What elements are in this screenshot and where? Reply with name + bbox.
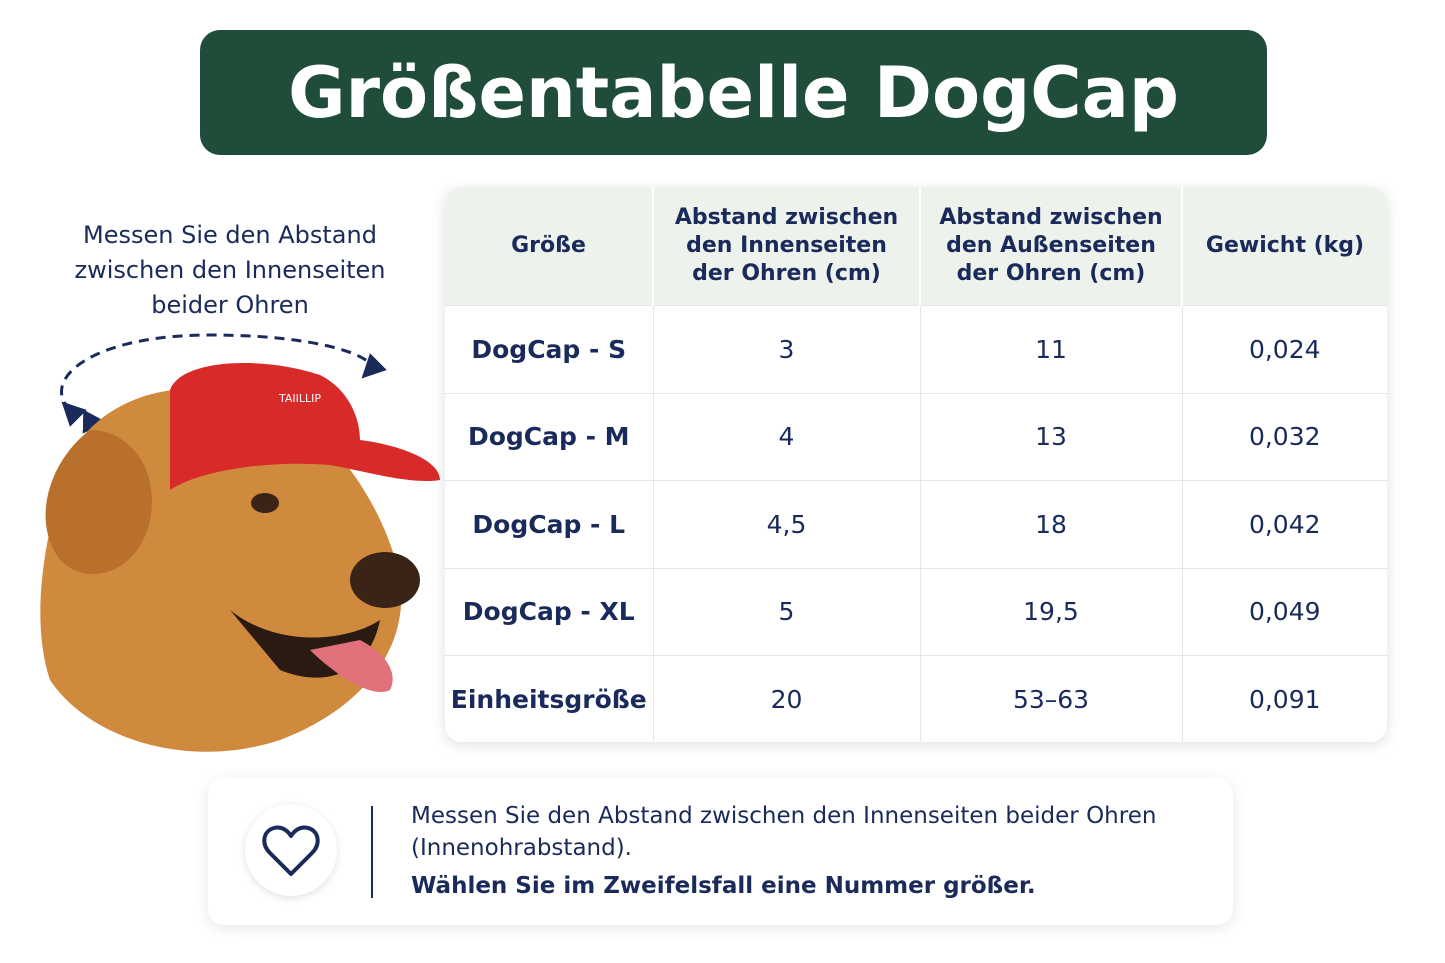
table-cell: 53–63 xyxy=(920,655,1183,742)
size-name: DogCap - L xyxy=(445,480,654,569)
size-table-card: Größe Abstand zwischen den Innenseiten der … xyxy=(445,187,1387,742)
header-cell: Abstand zwischen den Innenseiten der Ohren… xyxy=(653,187,921,306)
size-name: DogCap - XL xyxy=(445,567,654,656)
table-cell: 4 xyxy=(653,392,921,481)
note-box: Messen Sie den Abstand zwischen den Inne… xyxy=(208,778,1233,925)
table-row: DogCap - S 3 11 0,024 xyxy=(445,305,1387,394)
header-cell: Größe xyxy=(445,187,654,306)
table-cell: 0,042 xyxy=(1182,480,1387,569)
title-banner: Größentabelle DogCap xyxy=(200,30,1267,155)
size-name: Einheitsgröße xyxy=(445,655,654,742)
header-line: der Ohren (cm) xyxy=(956,261,1146,286)
table-cell: 11 xyxy=(920,305,1183,394)
heart-icon xyxy=(245,804,337,896)
table-row: Einheitsgröße 20 53–63 0,091 xyxy=(445,655,1387,742)
table-cell: 20 xyxy=(653,655,921,742)
size-name: DogCap - M xyxy=(445,392,654,481)
header-line: den Außenseiten xyxy=(946,233,1156,258)
instruction: Messen Sie den Abstand zwischen den Inne… xyxy=(40,218,420,323)
table-cell: 0,091 xyxy=(1182,655,1387,742)
title: Größentabelle DogCap xyxy=(288,51,1179,134)
table-row: DogCap - M 4 13 0,032 xyxy=(445,392,1387,481)
size-table: Größe Abstand zwischen den Innenseiten der … xyxy=(445,187,1387,742)
instruction-line: zwischen den Innenseiten xyxy=(74,256,386,284)
table-cell: 18 xyxy=(920,480,1183,569)
size-name: DogCap - S xyxy=(445,305,654,394)
header-line: den Innenseiten xyxy=(686,233,887,258)
table-cell: 0,049 xyxy=(1182,567,1387,656)
dog-illustration: TAIILLIP xyxy=(40,333,440,752)
table-body: DogCap - S 3 11 0,024 DogCap - M 4 13 0,032 DogC… xyxy=(445,305,1387,742)
divider xyxy=(371,806,373,898)
table-cell: 0,024 xyxy=(1182,305,1387,394)
cap-logo: TAIILLIP xyxy=(278,392,321,405)
table-cell: 13 xyxy=(920,392,1183,481)
table-cell: 0,032 xyxy=(1182,392,1387,481)
header-line: Größe xyxy=(511,233,586,258)
instruction-line: Messen Sie den Abstand xyxy=(83,221,377,249)
note-text: Messen Sie den Abstand zwischen den Inne… xyxy=(411,803,1157,861)
table-row: DogCap - L 4,5 18 0,042 xyxy=(445,480,1387,569)
instruction-line: beider Ohren xyxy=(151,291,309,319)
heart-svg xyxy=(262,825,320,876)
header-cell: Gewicht (kg) xyxy=(1182,187,1387,306)
table-cell: 5 xyxy=(653,567,921,656)
header-line: der Ohren (cm) xyxy=(692,261,881,286)
table-cell: 19,5 xyxy=(920,567,1183,656)
header-line: Gewicht (kg) xyxy=(1205,233,1365,258)
table-cell: 4,5 xyxy=(653,480,921,569)
table-cell: 3 xyxy=(653,305,921,394)
header-row: Größe Abstand zwischen den Innenseiten der … xyxy=(445,187,1387,306)
note-bold: Wählen Sie im Zweifelsfall eine Nummer g… xyxy=(411,873,1036,899)
header-cell: Abstand zwischen den Außenseiten der Ohren… xyxy=(920,187,1183,306)
header-line: Abstand zwischen xyxy=(939,205,1163,230)
table-row: DogCap - XL 5 19,5 0,049 xyxy=(445,567,1387,656)
header-line: Abstand zwischen xyxy=(674,205,899,230)
